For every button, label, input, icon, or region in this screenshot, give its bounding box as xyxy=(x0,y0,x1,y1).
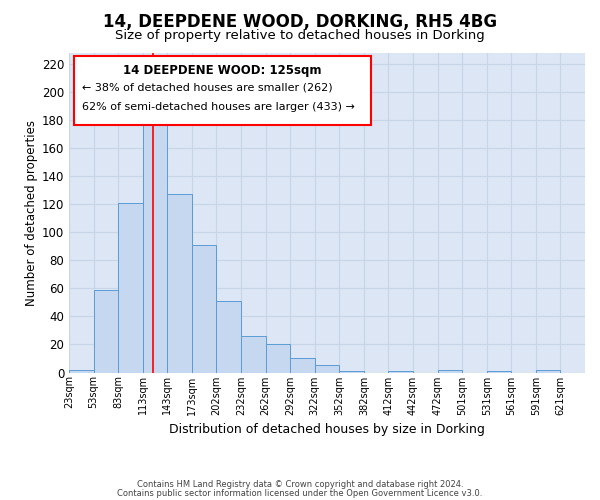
Bar xyxy=(192,245,217,372)
Bar xyxy=(143,120,167,372)
Bar xyxy=(241,336,266,372)
Text: Size of property relative to detached houses in Dorking: Size of property relative to detached ho… xyxy=(115,29,485,42)
Bar xyxy=(118,202,143,372)
Bar xyxy=(69,370,94,372)
Text: Contains HM Land Registry data © Crown copyright and database right 2024.: Contains HM Land Registry data © Crown c… xyxy=(137,480,463,489)
Bar xyxy=(167,194,192,372)
Bar xyxy=(217,301,241,372)
Y-axis label: Number of detached properties: Number of detached properties xyxy=(25,120,38,306)
Bar xyxy=(315,366,339,372)
Text: Contains public sector information licensed under the Open Government Licence v3: Contains public sector information licen… xyxy=(118,489,482,498)
Bar xyxy=(536,370,560,372)
Text: 14 DEEPDENE WOOD: 125sqm: 14 DEEPDENE WOOD: 125sqm xyxy=(123,64,322,76)
Bar xyxy=(94,290,118,372)
Bar xyxy=(266,344,290,372)
Text: 62% of semi-detached houses are larger (433) →: 62% of semi-detached houses are larger (… xyxy=(82,102,355,112)
FancyBboxPatch shape xyxy=(74,56,371,124)
Bar xyxy=(487,371,511,372)
X-axis label: Distribution of detached houses by size in Dorking: Distribution of detached houses by size … xyxy=(169,423,485,436)
Text: 14, DEEPDENE WOOD, DORKING, RH5 4BG: 14, DEEPDENE WOOD, DORKING, RH5 4BG xyxy=(103,12,497,30)
Bar xyxy=(290,358,315,372)
Bar xyxy=(339,371,364,372)
Bar xyxy=(437,370,462,372)
Bar xyxy=(388,371,413,372)
Text: ← 38% of detached houses are smaller (262): ← 38% of detached houses are smaller (26… xyxy=(82,83,332,93)
